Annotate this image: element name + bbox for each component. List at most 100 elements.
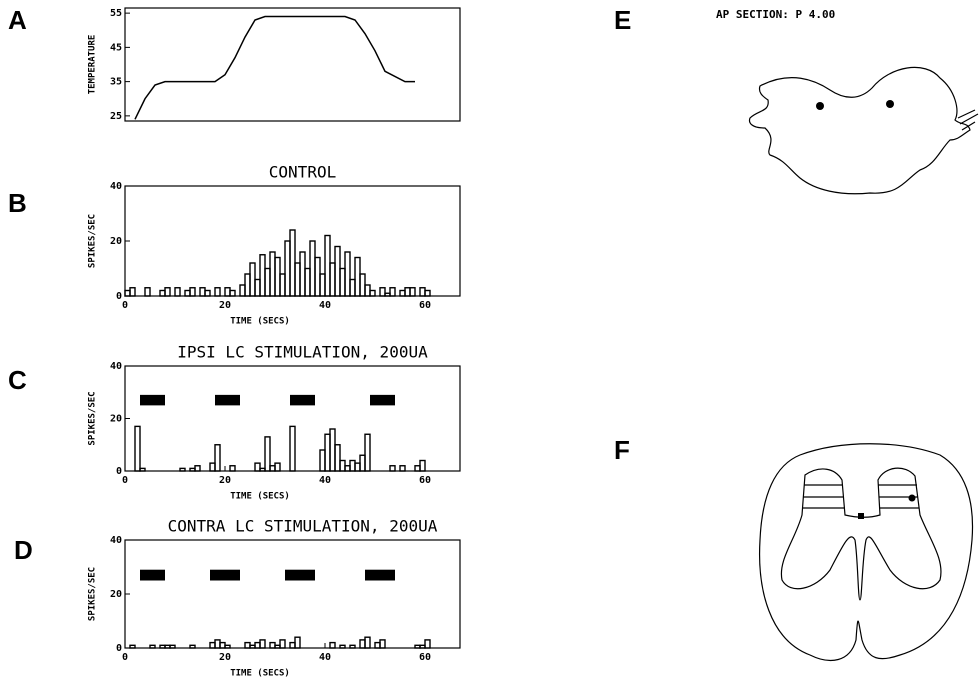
histogram-bar [365, 434, 370, 471]
histogram-bar [320, 450, 325, 471]
histogram-bar [335, 247, 340, 297]
stimulus-bar [210, 570, 240, 581]
stimulus-bar [285, 570, 315, 581]
plot-frame [125, 186, 460, 296]
histogram-bar [400, 291, 405, 297]
histogram-bar [335, 445, 340, 471]
temperature-line [135, 17, 415, 120]
histogram-bar [425, 291, 430, 297]
y-tick-label: 20 [110, 236, 122, 247]
histogram-bar [180, 468, 185, 471]
histogram-bar [150, 645, 155, 648]
histogram-bar [360, 640, 365, 648]
histogram-bar [215, 640, 220, 648]
histogram-bar [230, 466, 235, 471]
x-tick-label: 0 [122, 652, 128, 663]
y-tick-label: 45 [110, 42, 122, 53]
histogram-bar [290, 230, 295, 296]
histogram-bar [250, 263, 255, 296]
stimulus-bar [140, 570, 165, 581]
section-label: AP SECTION: P 4.00 [716, 8, 835, 21]
histogram-bar [160, 291, 165, 297]
histogram-bar [290, 426, 295, 471]
histogram-bar [350, 645, 355, 648]
x-tick-label: 40 [319, 300, 331, 311]
histogram-bar [275, 645, 280, 648]
stimulus-bar [365, 570, 395, 581]
y-tick-label: 20 [110, 589, 122, 600]
plot-frame [125, 366, 460, 471]
histogram-bar [245, 643, 250, 648]
histogram-bar [325, 236, 330, 297]
histogram-bar [415, 466, 420, 471]
histogram-bar [350, 280, 355, 297]
histogram-bar [255, 463, 260, 471]
x-tick-label: 60 [419, 475, 431, 486]
histogram-bar [360, 274, 365, 296]
histogram-bar [230, 291, 235, 297]
x-tick-label: 20 [219, 300, 231, 311]
histogram-bar [195, 466, 200, 471]
histogram-bar [345, 466, 350, 471]
histogram-bar [365, 285, 370, 296]
x-tick-label: 0 [122, 475, 128, 486]
x-tick-label: 40 [319, 475, 331, 486]
x-tick-label: 60 [419, 652, 431, 663]
histogram-bar [385, 293, 390, 296]
histogram-bar [190, 645, 195, 648]
histogram-bar [215, 445, 220, 471]
histogram-bar [355, 258, 360, 297]
y-axis-label: TEMPERATURE [88, 35, 98, 95]
histogram-bar [280, 274, 285, 296]
stimulus-bar [290, 395, 315, 406]
histogram-bar [260, 640, 265, 648]
histogram-bar [415, 645, 420, 648]
figure: A B C D E F AP SECTION: P 4.00 TEMPERATU… [0, 0, 980, 678]
histogram-bar [285, 241, 290, 296]
histogram-bar [210, 643, 215, 648]
histogram-bar [205, 291, 210, 297]
histogram-bar [340, 269, 345, 297]
histogram-bar [330, 263, 335, 296]
histogram-bar [245, 274, 250, 296]
histogram-bar [275, 258, 280, 297]
histogram-bar [330, 429, 335, 471]
y-tick-label: 25 [110, 111, 122, 122]
panel-label: B [8, 188, 27, 218]
histogram-bar [255, 643, 260, 648]
chart-title: CONTROL [269, 163, 336, 182]
histogram-bar [380, 640, 385, 648]
brainstem-section [750, 67, 978, 193]
x-axis-label: TIME (SECS) [230, 492, 290, 502]
histogram-bar [290, 643, 295, 648]
x-tick-label: 60 [419, 300, 431, 311]
y-axis-label: SPIKES/SEC [88, 567, 98, 621]
panel-label: C [8, 365, 27, 395]
histogram-bar [360, 455, 365, 471]
histogram-bar [165, 288, 170, 296]
histogram-bar [340, 461, 345, 472]
histogram-bar [135, 426, 140, 471]
histogram-bar [305, 269, 310, 297]
histogram-bar [170, 645, 175, 648]
histogram-bar [240, 285, 245, 296]
histogram-bar [190, 468, 195, 471]
histogram-bar [255, 280, 260, 297]
histogram-bar [215, 288, 220, 296]
y-tick-label: 20 [110, 414, 122, 425]
histogram-bar [175, 288, 180, 296]
histogram-bar [355, 463, 360, 471]
histogram-bar [160, 645, 165, 648]
histogram-bar [295, 637, 300, 648]
histogram-bar [265, 437, 270, 471]
stimulus-bar [370, 395, 395, 406]
histogram-bar [350, 461, 355, 472]
histogram-bar [185, 291, 190, 297]
histogram-bar [210, 463, 215, 471]
histogram-bar [250, 645, 255, 648]
histogram-bar [225, 645, 230, 648]
x-tick-label: 0 [122, 300, 128, 311]
histogram-bar [390, 288, 395, 296]
histogram-bar [140, 468, 145, 471]
histogram-bar [310, 241, 315, 296]
